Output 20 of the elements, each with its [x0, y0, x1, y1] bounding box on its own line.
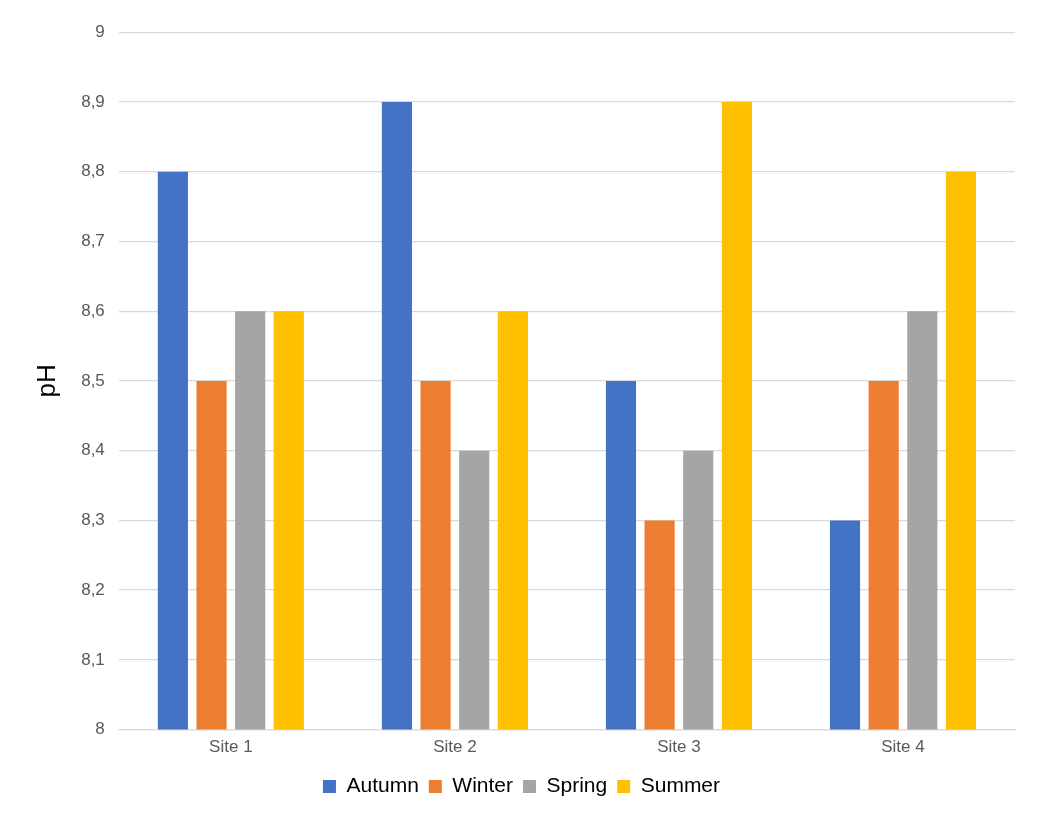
y-axis-title: pH [30, 364, 61, 398]
y-tick-label: 8,2 [81, 579, 105, 599]
y-tick-label: 8,5 [81, 370, 105, 390]
y-tick-label: 8,8 [81, 161, 105, 181]
legend-label: Summer [640, 773, 721, 797]
x-tick-label: Site 4 [881, 737, 925, 757]
y-tick-label: 8,9 [81, 91, 105, 111]
y-tick-label: 8,3 [81, 510, 105, 530]
y-tick-label: 8,7 [81, 231, 105, 251]
y-tick-label: 8,1 [81, 649, 105, 669]
x-tick-label: Site 1 [209, 737, 253, 757]
x-tick-label: Site 3 [657, 737, 701, 757]
y-tick-label: 8 [95, 719, 105, 739]
y-tick-label: 9 [95, 21, 105, 41]
legend-label: Winter [452, 773, 514, 797]
y-tick-label: 8,4 [81, 440, 105, 460]
x-tick-label: Site 2 [433, 737, 477, 757]
legend-label: Autumn [346, 773, 419, 797]
y-tick-label: 8,6 [81, 300, 105, 320]
legend-label: Spring [546, 773, 608, 797]
